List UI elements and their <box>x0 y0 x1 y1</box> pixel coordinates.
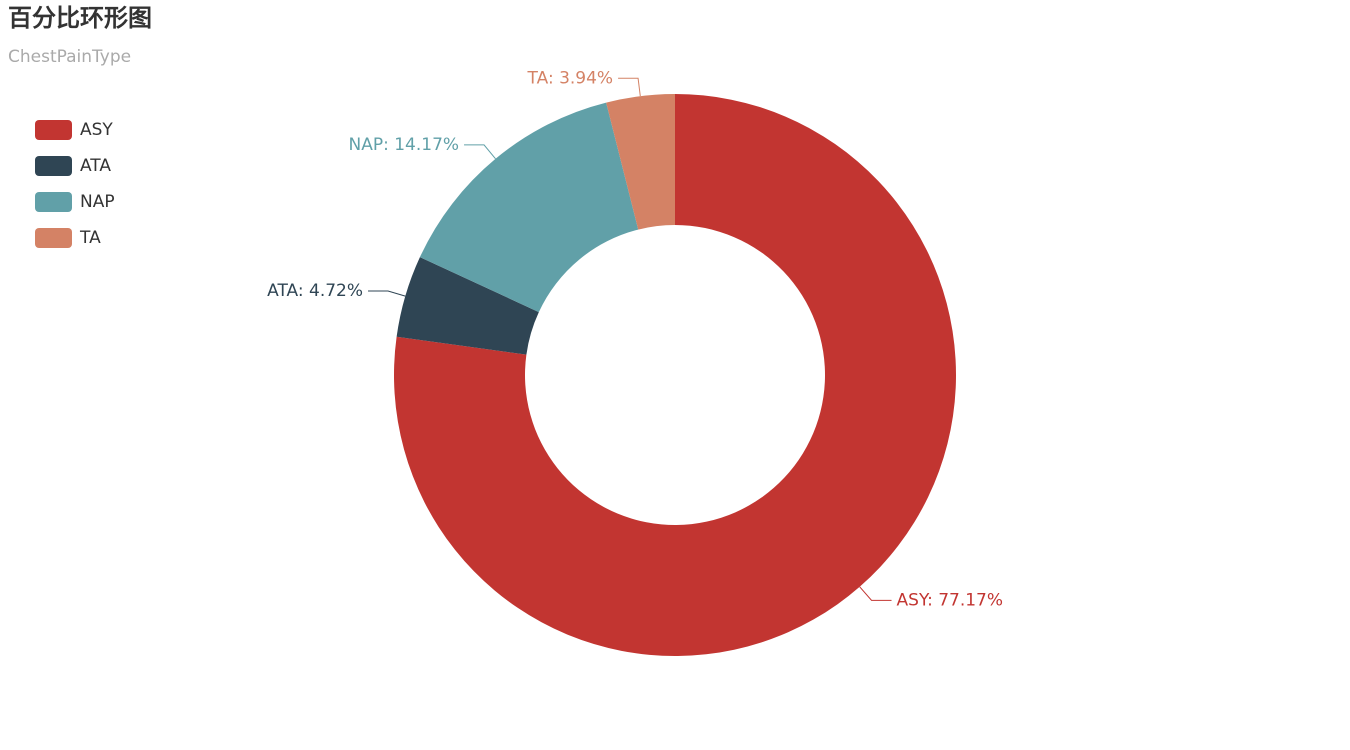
label-line <box>368 290 406 297</box>
legend-label[interactable]: NAP <box>80 192 115 212</box>
chart-subtitle: ChestPainType <box>8 47 131 67</box>
legend-swatch[interactable] <box>35 120 72 140</box>
chart-title: 百分比环形图 <box>8 4 152 32</box>
donut-sector[interactable] <box>393 94 956 656</box>
data-label: ATA: 4.72% <box>267 281 363 301</box>
legend-swatch[interactable] <box>35 156 72 176</box>
legend-swatch[interactable] <box>35 228 72 248</box>
legend-label[interactable]: ASY <box>80 120 113 140</box>
donut-sector[interactable] <box>396 257 539 355</box>
label-line <box>859 586 892 601</box>
data-label: TA: 3.94% <box>527 68 614 88</box>
data-label: ASY: 77.17% <box>897 590 1004 610</box>
label-line <box>464 144 496 160</box>
donut-sector[interactable] <box>606 94 675 230</box>
data-label: NAP: 14.17% <box>348 135 459 155</box>
legend-swatch[interactable] <box>35 192 72 212</box>
donut-sector[interactable] <box>419 102 639 313</box>
legend-label[interactable]: ATA <box>80 156 111 176</box>
label-line <box>618 77 641 97</box>
legend-label[interactable]: TA <box>79 228 101 248</box>
